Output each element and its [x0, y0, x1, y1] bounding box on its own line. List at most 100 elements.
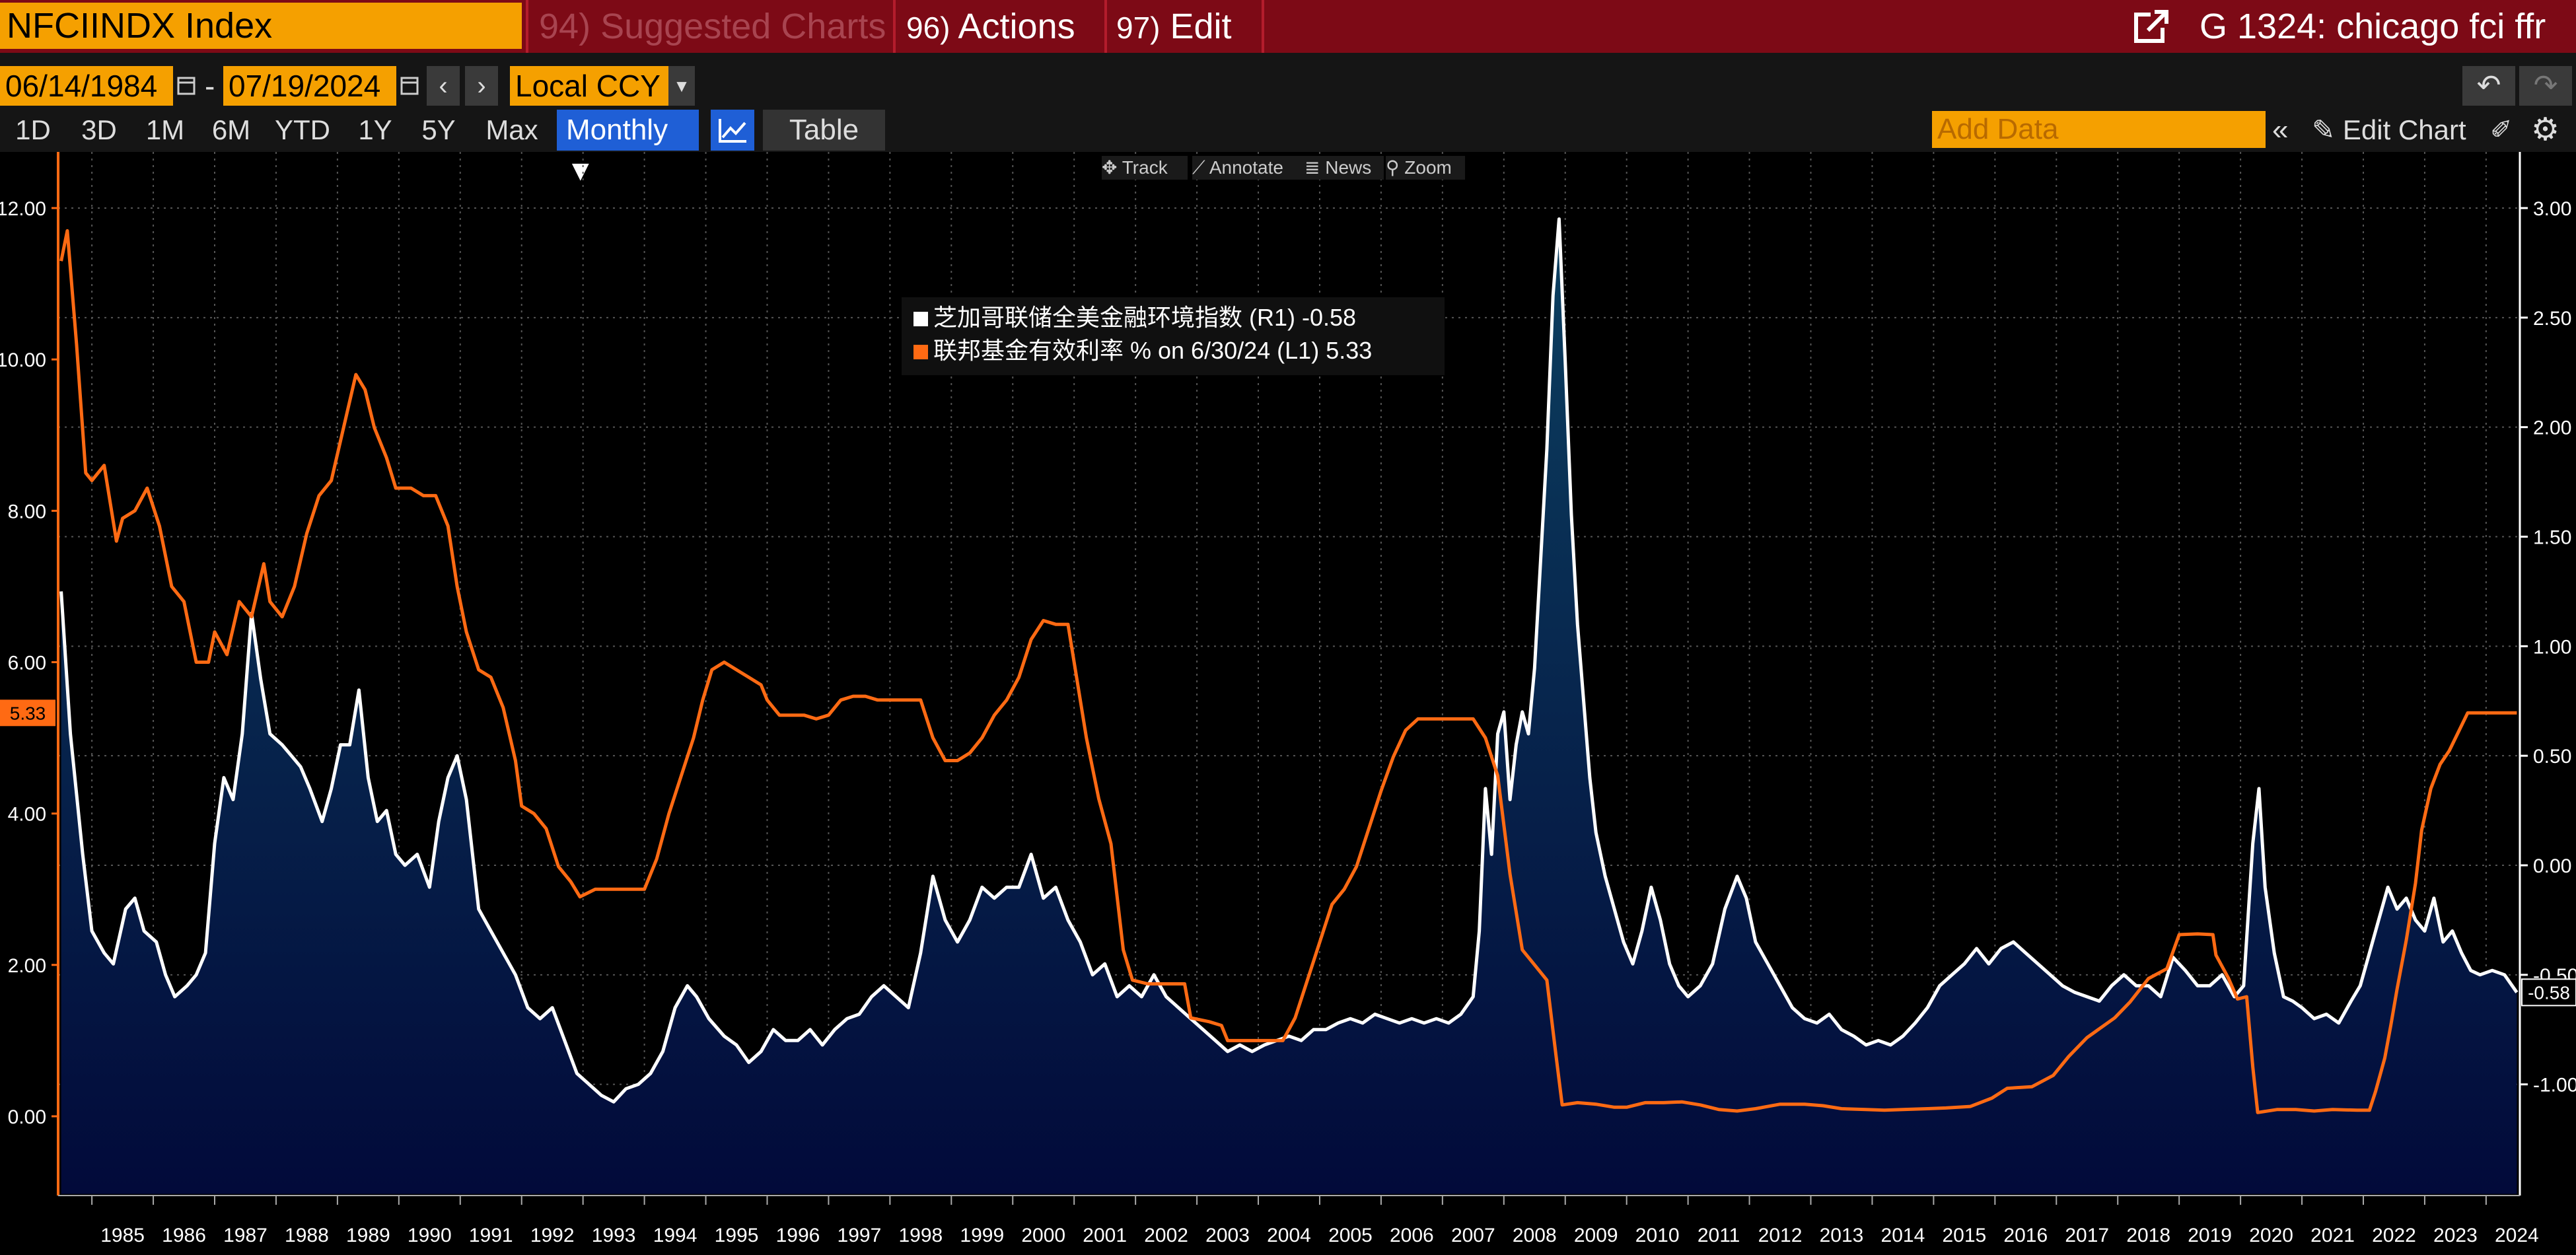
suggested-charts-menu[interactable]: 94) Suggested Charts ▼ [539, 0, 886, 92]
line-chart-icon[interactable] [711, 110, 754, 151]
range-button-1d[interactable]: 1D [15, 114, 51, 145]
x-tick-label: 1990 [408, 1225, 452, 1246]
currency-select[interactable]: Local CCY [510, 66, 668, 106]
calendar-icon[interactable] [174, 69, 198, 103]
edit-menu[interactable]: 97) Edit ▼ [1116, 0, 1262, 94]
chart-area[interactable]: 1985 1986 1987 1988 1989 1990 1991 1992 1993 1994… [0, 152, 2576, 1255]
menu-separator [526, 0, 528, 53]
menu-separator [1104, 0, 1107, 53]
edit-chart-label: Edit Chart [2342, 114, 2466, 145]
left-tick-label: 12.00 [0, 198, 46, 220]
x-tick-label: 2015 [1942, 1225, 1986, 1246]
collapse-icon[interactable]: « [2272, 114, 2289, 146]
left-tick-label: 4.00 [8, 804, 46, 826]
x-tick-label: 2003 [1205, 1225, 1250, 1246]
right-tick-label: -1.00 [2533, 1075, 2576, 1096]
end-date-input[interactable]: 07/19/2024 [223, 66, 396, 106]
range-button-1y[interactable]: 1Y [358, 114, 392, 145]
x-tick-label: 2020 [2249, 1225, 2293, 1246]
x-tick-label: 2002 [1144, 1225, 1188, 1246]
start-date-input[interactable]: 06/14/1984 [0, 66, 173, 106]
right-tick-label: 2.00 [2533, 417, 2571, 439]
x-tick-label: 2021 [2310, 1225, 2355, 1246]
x-tick-label: 2017 [2065, 1225, 2109, 1246]
zoom-label: Zoom [1404, 157, 1452, 178]
left-tick-label: 8.00 [8, 501, 46, 522]
x-tick-label: 1997 [838, 1225, 882, 1246]
x-tick-label: 1988 [285, 1225, 329, 1246]
x-tick-label: 1994 [653, 1225, 698, 1246]
nfci-line [59, 217, 2519, 1104]
x-tick-label: 1998 [898, 1225, 943, 1246]
edit-chart-button[interactable]: ✎ Edit Chart [2312, 108, 2466, 152]
export-icon[interactable] [2132, 7, 2172, 46]
pencil-icon: ⟋ [1192, 157, 1209, 178]
actions-menu[interactable]: 96) Actions ▼ [906, 0, 1102, 94]
prev-period-button[interactable]: ‹ [427, 66, 460, 106]
x-tick-label: 1985 [100, 1225, 145, 1246]
x-tick-label: 2007 [1451, 1225, 1495, 1246]
ticker-field[interactable]: NFCIINDX Index [0, 3, 522, 49]
menu-separator [1262, 0, 1264, 53]
annotate-label: Annotate [1209, 157, 1283, 178]
range-button-3d[interactable]: 3D [81, 114, 117, 145]
legend-item-nfci[interactable]: 芝加哥联储全美金融环境指数 (R1) -0.58 [913, 301, 1433, 334]
next-period-button[interactable]: › [465, 66, 498, 106]
x-tick-label: 2005 [1328, 1225, 1373, 1246]
zoom-tool[interactable]: ⚲ Zoom [1386, 156, 1465, 180]
right-tick-label: 1.50 [2533, 527, 2571, 549]
news-icon: ≣ [1305, 157, 1326, 178]
chart-svg[interactable]: 1985 1986 1987 1988 1989 1990 1991 1992 1993 1994… [0, 152, 2576, 1255]
x-tick-label: 2024 [2495, 1225, 2539, 1246]
add-data-input[interactable]: Add Data [1932, 111, 2266, 148]
annotate-icon[interactable]: ✐ [2490, 116, 2513, 145]
x-tick-label: 1996 [776, 1225, 820, 1246]
left-tick-label: 6.00 [8, 653, 46, 674]
x-tick-label: 2001 [1083, 1225, 1127, 1246]
crosshair-icon: ✥ [1102, 157, 1122, 178]
legend-swatch [913, 345, 928, 360]
period-select[interactable]: Monthly ▼ [557, 110, 699, 187]
redo-icon[interactable]: ↷ [2519, 66, 2572, 106]
news-tool[interactable]: ≣ News [1305, 156, 1384, 180]
range-button-6m[interactable]: 6M [211, 114, 251, 145]
x-tick-label: 2011 [1698, 1225, 1740, 1246]
track-label: Track [1122, 157, 1168, 178]
track-tool[interactable]: ✥ Track [1102, 156, 1188, 180]
x-tick-label: 2022 [2372, 1225, 2416, 1246]
date-separator: - [205, 69, 215, 103]
chevron-down-icon[interactable]: ▼ [668, 66, 695, 106]
ffr-last-value-tag [0, 699, 55, 727]
ffr-line [59, 229, 2517, 1114]
x-tick-label: 2014 [1881, 1225, 1925, 1246]
x-tick-label: 2023 [2433, 1225, 2478, 1246]
search-icon: ⚲ [1386, 157, 1405, 178]
nfci-area [61, 219, 2517, 1194]
range-button-1m[interactable]: 1M [145, 114, 185, 145]
menu-label: Edit [1170, 7, 1232, 46]
pencil-icon: ✎ [2312, 114, 2343, 145]
legend-label: 芝加哥联储全美金融环境指数 (R1) -0.58 [933, 304, 1357, 331]
x-tick-label: 1989 [346, 1225, 390, 1246]
nfci-last-value-label: -0.58 [2528, 982, 2570, 1003]
annotate-tool[interactable]: ⟋ Annotate [1192, 156, 1305, 180]
chart-legend[interactable]: 芝加哥联储全美金融环境指数 (R1) -0.58 联邦基金有效利率 % on 6… [902, 297, 1445, 375]
x-tick-label: 2019 [2188, 1225, 2232, 1246]
x-tick-label: 2013 [1820, 1225, 1864, 1246]
right-tick-label: 0.00 [2533, 855, 2571, 877]
range-button-max[interactable]: Max [485, 114, 538, 145]
x-tick-label: 2000 [1021, 1225, 1065, 1246]
table-button[interactable]: Table [763, 110, 885, 151]
legend-swatch [913, 312, 928, 327]
gear-icon[interactable]: ⚙ [2531, 112, 2560, 147]
menu-separator [893, 0, 896, 53]
ffr-last-value-label: 5.33 [10, 703, 46, 723]
undo-icon[interactable]: ↶ [2462, 66, 2515, 106]
x-tick-label: 2018 [2126, 1225, 2170, 1246]
range-button-ytd[interactable]: YTD [275, 114, 330, 145]
legend-item-ffr[interactable]: 联邦基金有效利率 % on 6/30/24 (L1) 5.33 [913, 334, 1433, 367]
range-button-5y[interactable]: 5Y [421, 114, 456, 145]
x-tick-label: 1991 [469, 1225, 513, 1246]
calendar-icon[interactable] [398, 69, 421, 103]
x-tick-label: 1986 [162, 1225, 206, 1246]
